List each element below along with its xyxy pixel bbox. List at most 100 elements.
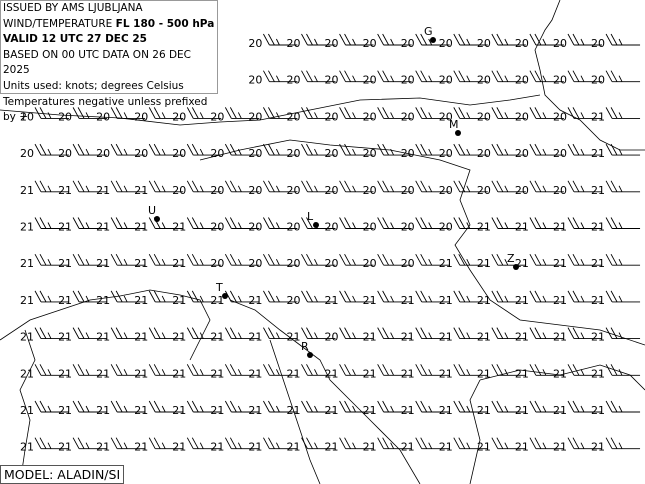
temperature-label: 21 [20,184,34,197]
station-dot [222,293,228,299]
temperature-label: 20 [439,184,453,197]
wind-barb [605,290,641,303]
wind-barb [567,437,602,450]
temperature-label: 21 [477,441,491,454]
temperature-label: 20 [210,184,224,197]
temperature-label: 21 [96,184,110,197]
temperature-label: 20 [325,110,339,123]
temperature-label: 20 [439,147,453,160]
wind-barb [148,107,184,119]
wind-barb [110,253,146,266]
temperature-label: 20 [286,221,300,234]
wind-barb [34,143,69,156]
wind-barb [529,70,564,83]
wind-barb [491,437,526,450]
temperature-label: 20 [248,74,262,87]
wind-barb [224,437,260,450]
wind-barb [224,107,260,119]
wind-barb [377,253,412,266]
temperature-label: 20 [439,37,453,50]
border [469,379,481,484]
temperature-label: 21 [134,441,148,454]
temperature-label: 21 [401,331,415,344]
temperature-label: 21 [20,404,34,417]
temperature-label: 21 [96,367,110,380]
wind-barb [453,437,488,450]
wind-barb [339,70,374,83]
wind-barb [186,364,222,376]
temperature-label: 21 [172,294,186,307]
wind-barb [339,33,374,46]
temperature-label: 20 [477,184,491,197]
temperature-label: 20 [325,257,339,270]
wind-barb [263,180,298,193]
product-prefix: WIND/TEMPERATURE [3,17,113,30]
temperature-label: 20 [515,74,529,87]
wind-barb [491,364,526,376]
temperature-label: 20 [286,184,300,197]
wind-barb [529,180,564,193]
temperature-label: 21 [210,367,224,380]
temperature-label: 20 [134,147,148,160]
wind-barb [34,107,69,119]
temperature-label: 20 [439,110,453,123]
temperature-label: 20 [477,74,491,87]
temperature-label: 20 [96,110,110,123]
temperature-label: 20 [553,74,567,87]
wind-barb [263,400,298,413]
temperature-label: 20 [477,147,491,160]
wind-barb [224,217,260,229]
temperature-label: 21 [591,221,605,234]
temperature-label: 20 [401,74,415,87]
temperature-label: 21 [134,404,148,417]
temperature-label: 21 [58,441,72,454]
temperature-label: 20 [363,147,377,160]
station-dot [430,37,436,43]
wind-barb [186,107,222,119]
temperature-label: 21 [477,331,491,344]
wind-barb [567,107,602,119]
temperature-label: 20 [401,37,415,50]
wind-barb [605,143,641,156]
temperature-label: 20 [96,147,110,160]
wind-barb [339,180,374,193]
wind-barb [148,327,184,340]
wind-barb [491,107,526,119]
wind-barb [491,327,526,340]
temperature-label: 21 [325,294,339,307]
wind-barb [148,400,184,413]
wind-barb [263,437,298,450]
wind-barb [567,180,602,193]
wind-barb [110,217,146,229]
temperature-label: 20 [248,257,262,270]
temperature-label: 21 [591,184,605,197]
temperature-label: 21 [96,221,110,234]
coastline [229,299,421,484]
station-label: M [449,118,459,131]
temperature-label: 20 [172,184,186,197]
temperature-label: 21 [363,331,377,344]
wind-barb [529,253,564,266]
wind-barb [301,180,336,193]
temperature-label: 21 [363,367,377,380]
station-label: G [424,25,433,38]
wind-barb [339,327,374,340]
coastline [0,289,211,361]
wind-barb [377,364,412,376]
wind-barb [529,437,564,450]
temperature-label: 20 [477,37,491,50]
temperature-label: 21 [439,441,453,454]
wind-barb [72,143,108,156]
wind-barb [415,107,450,119]
wind-barb [224,290,260,303]
wind-barb [491,217,526,229]
temperature-label: 21 [553,367,567,380]
wind-barb [491,400,526,413]
temperature-label: 20 [286,110,300,123]
temperature-label: 21 [401,441,415,454]
wind-barb [529,143,564,156]
wind-barb [377,33,412,46]
wind-barb [301,290,336,303]
temperature-label: 21 [591,404,605,417]
wind-barb [453,70,488,83]
